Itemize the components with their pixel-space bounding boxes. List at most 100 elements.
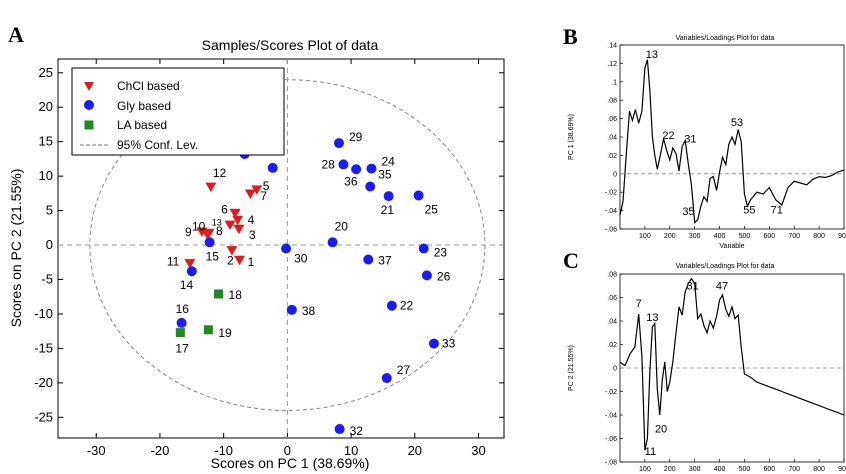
x-tick-label: 600 [763,466,775,473]
peak-label: 53 [731,117,743,129]
y-tick-label: -.02 [605,190,617,197]
panel-letter-b: B [563,24,578,49]
point-gly [327,237,338,248]
x-tick-label: 400 [714,233,726,240]
y-tick-label: .08 [607,98,617,105]
point-gly [351,164,362,175]
y-tick-label: 0 [613,366,617,373]
loadings-pc2-ylabel: PC 2 (21.55%) [568,345,575,391]
point-label: 3 [249,228,256,242]
legend-marker-chcl [84,82,94,91]
point-label: 17 [175,342,189,356]
point-label: 13 [212,217,222,227]
point-label: 5 [263,179,270,193]
point-gly [333,138,344,149]
point-label: 15 [206,249,220,263]
point-gly [413,190,424,201]
y-tick-label: 25 [39,65,53,80]
y-tick-label: .02 [607,342,617,349]
y-tick-label: -20 [34,375,53,390]
loadings-plot-pc1: Variables/Loadings Plot for data 100 200 3… [568,35,846,250]
y-tick-label: -15 [34,340,53,355]
legend-label-chcl: ChCl based [117,79,180,93]
loadings-pc2-title: Variables/Loadings Plot for data [676,263,775,270]
point-label: 24 [381,155,395,169]
point-gly [267,162,278,173]
y-tick-label: -.02 [605,389,617,396]
peak-label: 31 [687,280,699,292]
point-gly [428,338,439,349]
point-la [214,289,224,299]
point-chcl [232,215,244,226]
x-tick-label: 10 [344,443,358,458]
scores-plot-points: 1234567891011121314151632333435363738312… [167,130,456,438]
y-tick-label: -.04 [605,413,617,420]
panel-letter-c: C [563,248,579,273]
point-gly [365,181,376,192]
point-label: 29 [349,130,363,144]
loading-line [619,59,845,224]
point-chcl [251,185,263,195]
point-chcl [226,246,238,256]
y-tick-label: .06 [607,116,617,123]
point-label: 30 [294,252,308,266]
scores-plot-frame [57,58,505,439]
x-tick-label: 300 [689,466,701,473]
y-tick-label: -.06 [605,436,617,443]
x-tick-label: 900 [838,233,846,240]
point-chcl [229,208,241,219]
y-tick-label: -5 [41,272,53,287]
y-tick-label: 5 [46,203,53,218]
legend: ChCl based Gly based LA based 95% Conf. … [71,67,285,156]
point-gly [176,317,187,328]
peak-label: 7 [636,298,642,310]
x-tick-label: 0 [284,443,291,458]
scores-plot-title: Samples/Scores Plot of data [202,37,379,53]
x-tick-label: 800 [813,466,825,473]
point-gly [338,159,349,170]
loadings-pc1-ylabel: PC 1 (38.69%) [568,114,575,160]
point-gly [286,304,297,315]
y-tick-label: .02 [607,153,617,160]
peak-label: 13 [646,312,658,324]
point-label: 21 [381,203,395,217]
point-label: 37 [378,254,392,268]
scores-plot-ylabel: Scores on PC 2 (21.55%) [8,169,24,328]
peak-label: 35 [682,206,694,218]
y-tick-label: -.04 [605,208,617,215]
legend-box [71,67,285,156]
y-tick-label: .04 [607,135,617,142]
point-label: 33 [442,337,456,351]
legend-marker-gly [84,100,94,110]
peak-label: 22 [662,130,674,142]
point-label: 2 [227,254,234,268]
point-label: 22 [400,299,414,313]
point-label: 28 [321,157,335,171]
loadings-pc1-ticks: 100 200 300 400 500 600 700 800 900 -.06 -.04 -.02 0… [605,43,846,241]
x-tick-label: 200 [664,466,676,473]
point-gly [383,191,394,202]
loadings-pc2-ticks: 100200300400500600700800900-.08-.06-.04-… [605,272,846,474]
point-label: 7 [260,189,267,203]
peak-label: 47 [716,280,728,292]
point-label: 11 [167,255,180,269]
point-label: 12 [213,166,227,180]
point-label: 27 [397,363,411,377]
x-tick-label: 20 [408,443,422,458]
x-tick-label: 100 [639,466,651,473]
point-gly [363,254,374,265]
y-tick-label: 0 [46,237,53,252]
loadings-plot-pc2: Variables/Loadings Plot for data 100 200 3… [568,263,846,473]
legend-marker-la [84,120,94,130]
y-tick-label: 15 [39,134,53,149]
peak-label: 71 [771,204,783,216]
point-label: 9 [185,225,192,239]
x-tick-label: 500 [739,466,751,473]
x-tick-label: -10 [214,443,233,458]
point-label: 36 [344,174,358,188]
x-tick-label: 30 [471,443,485,458]
peak-label: 11 [645,446,656,458]
y-tick-label: .1 [611,79,617,86]
